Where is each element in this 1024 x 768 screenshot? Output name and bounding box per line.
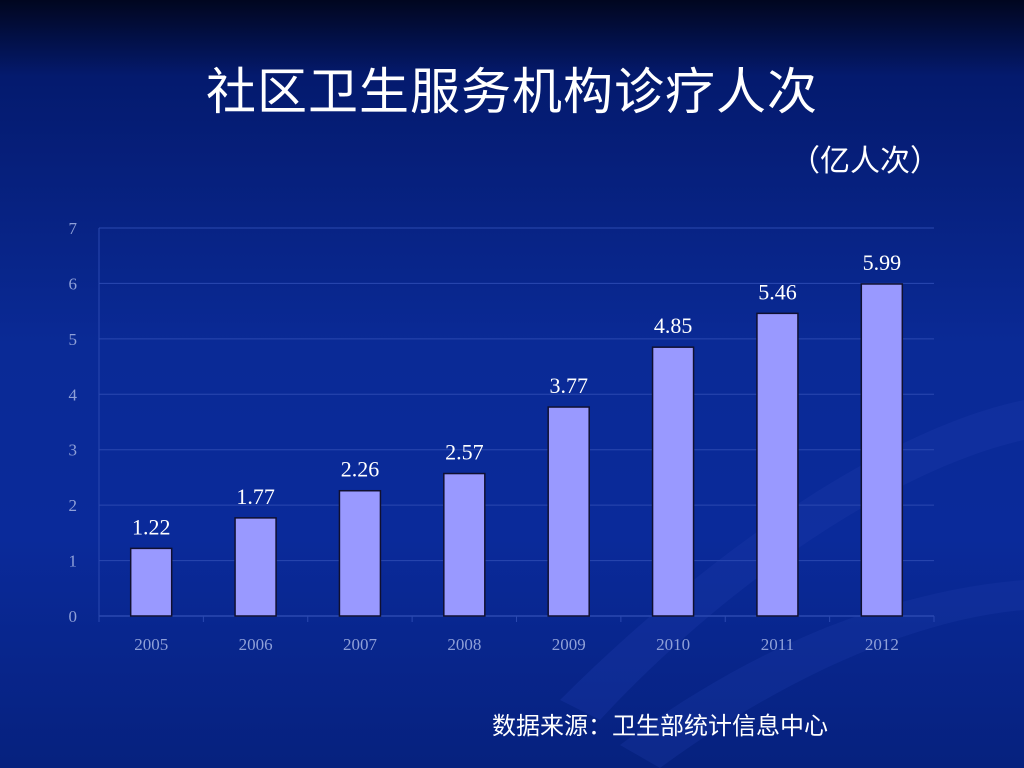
axes xyxy=(98,228,935,622)
y-tick-label: 1 xyxy=(69,552,78,571)
data-label-2008: 2.57 xyxy=(445,440,484,465)
data-label-2010: 4.85 xyxy=(654,313,693,338)
data-label-2007: 2.26 xyxy=(341,457,380,482)
x-tick-label-2009: 2009 xyxy=(552,635,586,654)
y-tick-label: 0 xyxy=(69,607,78,626)
data-source-note: 数据来源：卫生部统计信息中心 xyxy=(492,712,828,740)
bars xyxy=(129,283,904,617)
x-tick-label-2005: 2005 xyxy=(134,635,168,654)
data-label-2011: 5.46 xyxy=(758,279,797,304)
y-tick-label: 7 xyxy=(69,219,78,238)
bar-2005 xyxy=(129,547,173,617)
y-tick-label: 5 xyxy=(69,330,78,349)
x-tick-label-2012: 2012 xyxy=(865,635,899,654)
tick-labels: 0 1 2 3 4 5 6 7 2005 2006 2007 2008 2009 2010 2011 2012 xyxy=(69,219,899,654)
y-tick-label: 3 xyxy=(69,441,78,460)
bar-2006 xyxy=(234,517,277,617)
x-tick-label-2011: 2011 xyxy=(761,635,794,654)
unit-label: （亿人次） xyxy=(790,144,940,179)
bar-2008 xyxy=(443,472,486,617)
bar-2007 xyxy=(338,489,382,617)
gridlines xyxy=(99,227,934,562)
x-tick-label-2007: 2007 xyxy=(343,635,378,654)
x-tick-label-2006: 2006 xyxy=(239,635,273,654)
y-tick-label: 2 xyxy=(69,496,78,515)
data-label-2009: 3.77 xyxy=(549,373,588,398)
data-label-2012: 5.99 xyxy=(863,250,902,275)
bar-2009 xyxy=(547,406,590,617)
bar-2010 xyxy=(651,346,695,617)
data-labels: 1.22 1.77 2.26 2.57 3.77 4.85 5.46 5.99 xyxy=(132,250,901,539)
slide-title: 社区卫生服务机构诊疗人次 xyxy=(206,63,818,121)
x-tick-label-2008: 2008 xyxy=(447,635,481,654)
bar-2011 xyxy=(756,312,799,617)
x-tick-label-2010: 2010 xyxy=(656,635,690,654)
bar-2012 xyxy=(860,283,904,617)
data-label-2006: 1.77 xyxy=(236,484,275,509)
y-tick-label: 6 xyxy=(69,274,78,293)
y-tick-label: 4 xyxy=(69,385,78,404)
data-label-2005: 1.22 xyxy=(132,514,171,539)
